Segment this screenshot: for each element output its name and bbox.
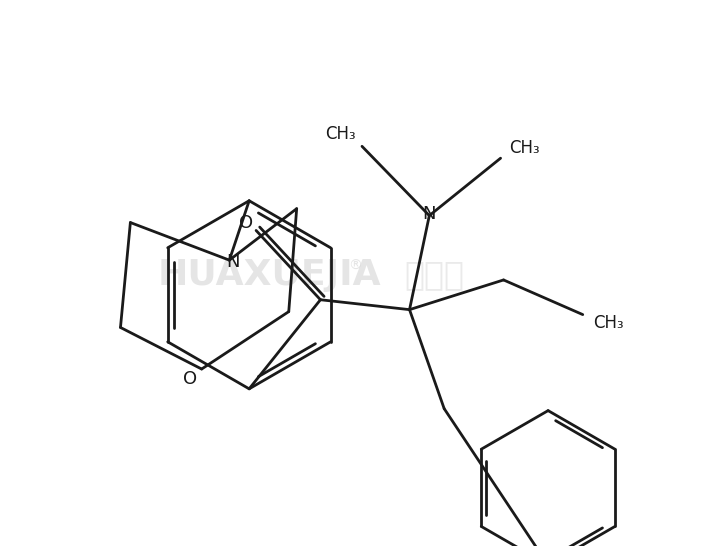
Text: O: O bbox=[183, 370, 196, 388]
Text: N: N bbox=[423, 205, 436, 223]
Text: HUAXUEJIA: HUAXUEJIA bbox=[157, 257, 381, 292]
Text: 化学加: 化学加 bbox=[405, 258, 464, 291]
Text: ®: ® bbox=[349, 259, 362, 273]
Text: CH₃: CH₃ bbox=[593, 313, 624, 332]
Text: CH₃: CH₃ bbox=[325, 125, 355, 143]
Text: CH₃: CH₃ bbox=[509, 139, 539, 158]
Text: N: N bbox=[227, 253, 240, 271]
Text: O: O bbox=[239, 214, 253, 232]
